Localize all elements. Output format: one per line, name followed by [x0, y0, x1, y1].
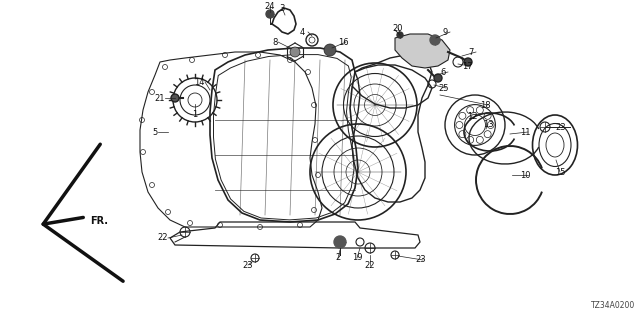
Circle shape [171, 94, 179, 102]
Text: 24: 24 [265, 2, 275, 11]
Circle shape [290, 47, 300, 57]
Text: 14: 14 [195, 77, 205, 86]
Text: 23: 23 [243, 260, 253, 269]
Text: 5: 5 [153, 127, 158, 137]
Text: 20: 20 [393, 23, 403, 33]
Text: 18: 18 [480, 100, 491, 109]
Circle shape [266, 10, 274, 18]
Text: 17: 17 [462, 61, 472, 70]
Circle shape [324, 44, 336, 56]
Text: 23: 23 [555, 123, 566, 132]
Text: 25: 25 [438, 84, 449, 92]
Circle shape [397, 32, 403, 38]
Text: 4: 4 [300, 28, 305, 36]
Text: 19: 19 [352, 253, 362, 262]
Text: TZ34A0200: TZ34A0200 [591, 301, 635, 310]
Text: 7: 7 [468, 47, 474, 57]
Circle shape [464, 58, 472, 66]
Text: 22: 22 [365, 260, 375, 269]
Text: 21: 21 [154, 93, 165, 102]
Text: 23: 23 [415, 255, 426, 265]
Text: 16: 16 [338, 37, 349, 46]
Circle shape [434, 74, 442, 82]
Polygon shape [395, 34, 450, 68]
Text: 8: 8 [273, 37, 278, 46]
Text: 6: 6 [440, 68, 445, 76]
Text: 1: 1 [193, 109, 198, 118]
Text: 13: 13 [483, 119, 493, 129]
Circle shape [430, 35, 440, 45]
Circle shape [334, 236, 346, 248]
Text: 9: 9 [442, 28, 447, 36]
Text: 3: 3 [279, 4, 285, 12]
Text: 15: 15 [555, 167, 565, 177]
Text: 11: 11 [520, 127, 531, 137]
Text: 12: 12 [467, 111, 477, 121]
Text: FR.: FR. [90, 216, 108, 226]
Text: 10: 10 [520, 171, 531, 180]
Text: 2: 2 [335, 253, 340, 262]
Text: 22: 22 [157, 234, 168, 243]
